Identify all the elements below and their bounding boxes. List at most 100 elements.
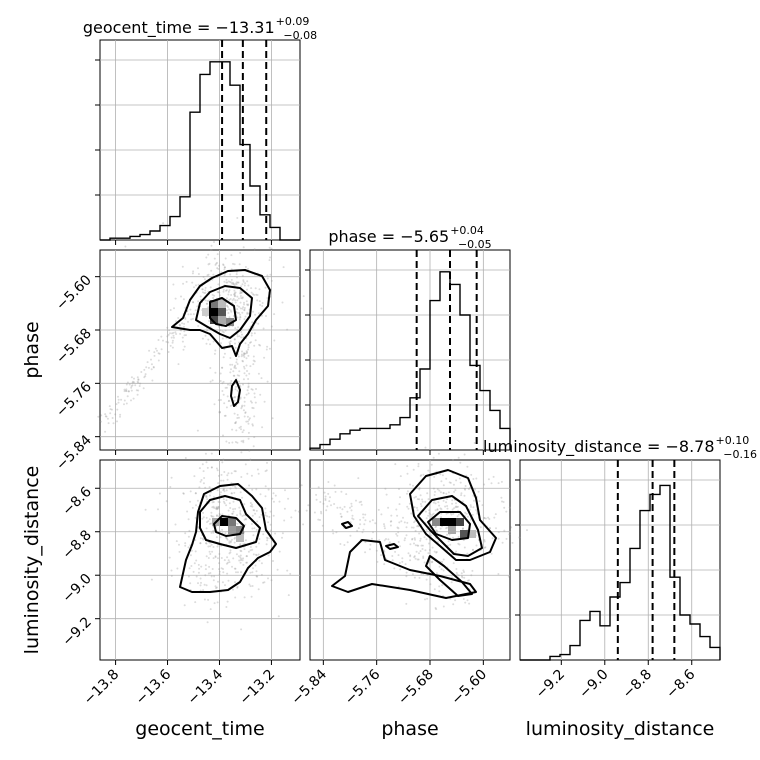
scatter-point-phase-geocent-tail: [136, 380, 139, 383]
scatter-point-phase-geocent: [228, 299, 231, 301]
scatter-point-dist-geocent: [194, 550, 197, 553]
scatter-point-phase-geocent: [225, 278, 228, 281]
scatter-point-dist-phase-tail: [362, 528, 365, 531]
scatter-point-dist-phase: [420, 474, 423, 477]
scatter-point-dist-phase: [446, 533, 449, 536]
scatter-point-dist-geocent: [281, 532, 284, 535]
scatter-point-phase-geocent-tail: [99, 420, 102, 423]
quantile-lines: [221, 40, 676, 660]
scatter-point-dist-geocent: [278, 550, 281, 553]
scatter-point-dist-geocent: [217, 515, 220, 518]
scatter-point-dist-geocent: [198, 467, 201, 470]
scatter-point-phase-geocent-tail: [134, 384, 137, 387]
scatter-point-dist-geocent: [197, 571, 200, 574]
scatter-point-phase-geocent: [223, 352, 226, 355]
scatter-point-dist-phase: [483, 517, 486, 520]
scatter-point-phase-geocent: [235, 421, 237, 423]
scatter-point-dist-phase: [427, 552, 430, 555]
density-cell: [218, 300, 226, 308]
scatter-point-phase-geocent: [214, 349, 217, 352]
scatter-point-dist-phase: [421, 548, 424, 550]
scatter-point-phase-geocent: [197, 283, 200, 286]
scatter-point-dist-phase-tail: [383, 527, 386, 530]
scatter-point-phase-geocent: [234, 367, 237, 370]
scatter-point-phase-geocent: [245, 352, 248, 355]
scatter-point-phase-geocent: [238, 370, 241, 373]
scatter-point-phase-geocent: [218, 411, 221, 414]
scatter-point-dist-geocent: [278, 500, 281, 503]
scatter-point-dist-geocent: [169, 486, 172, 488]
scatter-point-dist-geocent: [238, 559, 241, 562]
scatter-point-phase-geocent: [209, 286, 212, 289]
scatter-point-phase-geocent-tail: [125, 390, 128, 393]
panel-frame-phase-hist: [309, 249, 511, 451]
scatter-point-dist-phase-tail: [346, 541, 349, 544]
scatter-point-dist-phase-tail: [414, 529, 417, 532]
scatter-point-dist-geocent: [205, 461, 208, 464]
scatter-point-phase-geocent: [252, 363, 255, 366]
scatter-point-dist-geocent: [207, 598, 210, 601]
scatter-point-phase-geocent: [225, 309, 228, 312]
scatter-point-phase-geocent: [182, 282, 185, 285]
scatter-point-dist-geocent: [255, 570, 258, 573]
scatter-point-dist-phase-tail: [466, 552, 469, 555]
scatter-point-dist-phase-tail: [429, 583, 432, 586]
scatter-point-phase-geocent: [273, 339, 276, 342]
scatter-point-dist-geocent: [251, 488, 254, 491]
scatter-point-phase-geocent: [196, 305, 199, 308]
scatter-point-dist-geocent: [255, 575, 258, 578]
scatter-point-phase-geocent: [247, 348, 250, 351]
scatter-point-dist-geocent: [256, 520, 259, 523]
scatter-point-dist-geocent: [201, 463, 204, 466]
scatter-point-phase-geocent: [246, 304, 249, 307]
scatter-point-dist-geocent: [228, 502, 231, 505]
scatter-point-dist-phase-tail: [435, 608, 438, 611]
scatter-point-phase-geocent: [270, 325, 273, 328]
scatter-point-dist-phase-tail: [320, 512, 323, 515]
scatter-point-dist-phase: [472, 506, 475, 509]
scatter-point-dist-phase-tail: [346, 510, 349, 513]
scatter-point-dist-phase: [441, 560, 444, 563]
scatter-point-dist-geocent: [243, 596, 246, 599]
contour-dist-geocent-outer: [179, 483, 277, 593]
scatter-point-dist-phase: [432, 456, 435, 459]
scatter-point-dist-geocent: [250, 595, 253, 598]
scatter-point-phase-geocent-tail: [147, 366, 150, 369]
scatter-point-phase-geocent: [239, 290, 242, 292]
scatter-point-dist-phase: [478, 500, 481, 503]
scatter-point-dist-geocent: [203, 477, 206, 479]
scatter-point-dist-geocent: [201, 517, 204, 520]
scatter-point-phase-geocent: [247, 312, 250, 315]
scatter-point-dist-phase: [494, 513, 497, 516]
scatter-point-phase-geocent: [249, 458, 252, 461]
scatter-point-phase-geocent: [219, 411, 221, 414]
scatter-point-phase-geocent: [213, 294, 216, 297]
scatter-point-dist-phase: [413, 496, 416, 499]
scatter-point-dist-phase: [479, 526, 482, 529]
scatter-point-dist-phase: [412, 526, 415, 529]
scatter-point-dist-geocent: [227, 579, 230, 582]
scatter-point-dist-phase: [432, 512, 435, 515]
scatter-point-dist-phase-tail: [435, 551, 438, 553]
density-cell: [456, 518, 464, 526]
scatter-point-dist-phase: [390, 520, 393, 523]
scatter-point-dist-phase: [451, 499, 454, 502]
scatter-point-dist-geocent: [219, 530, 222, 533]
scatter-point-phase-geocent: [256, 294, 259, 296]
scatter-point-dist-phase: [463, 546, 466, 549]
scatter-point-phase-geocent: [222, 356, 225, 359]
scatter-point-phase-geocent: [236, 308, 239, 311]
scatter-point-dist-phase-tail: [442, 605, 445, 608]
scatter-point-phase-geocent: [239, 425, 242, 428]
scatter-point-dist-geocent: [187, 546, 190, 549]
scatter-point-phase-geocent: [204, 334, 207, 337]
scatter-point-dist-geocent: [221, 581, 224, 584]
xticklabel-phase: −5.60: [449, 667, 491, 709]
scatter-point-dist-phase: [447, 540, 450, 543]
scatter-point-phase-geocent: [243, 318, 246, 321]
scatter-point-dist-geocent: [188, 529, 191, 532]
scatter-point-phase-geocent: [250, 401, 253, 404]
scatter-point-dist-geocent: [256, 575, 259, 578]
scatter-point-phase-geocent: [240, 336, 243, 339]
scatter-point-dist-phase: [483, 483, 486, 486]
